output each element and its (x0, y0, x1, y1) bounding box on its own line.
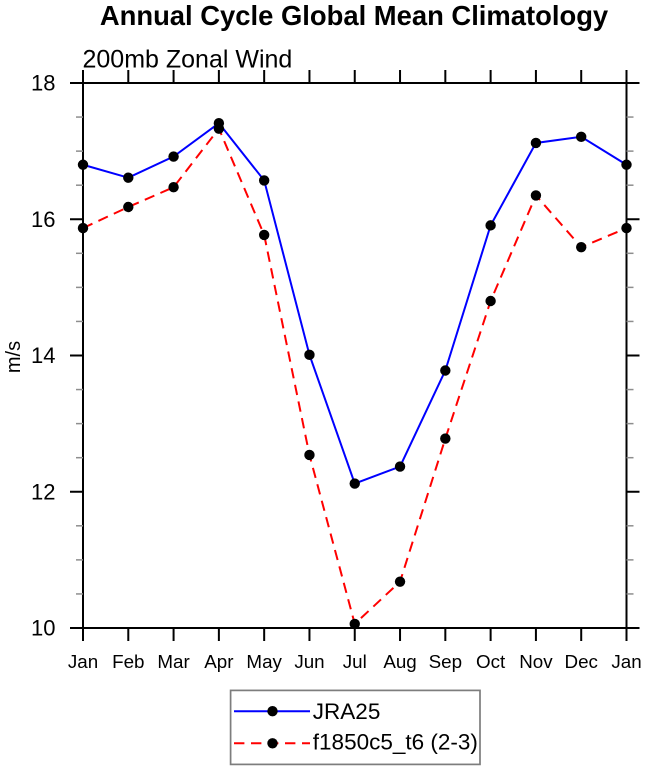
svg-text:Dec: Dec (565, 651, 598, 672)
svg-text:14: 14 (31, 343, 55, 368)
svg-text:10: 10 (31, 616, 55, 641)
svg-text:18: 18 (31, 71, 55, 96)
svg-text:Jan: Jan (611, 651, 641, 672)
svg-text:f1850c5_t6 (2-3): f1850c5_t6 (2-3) (313, 730, 478, 755)
svg-text:May: May (246, 651, 282, 672)
svg-text:Oct: Oct (476, 651, 506, 672)
svg-text:Jul: Jul (343, 651, 367, 672)
svg-text:Aug: Aug (383, 651, 416, 672)
svg-text:Apr: Apr (204, 651, 233, 672)
svg-text:Sep: Sep (429, 651, 462, 672)
svg-text:JRA25: JRA25 (313, 699, 381, 724)
svg-text:Jun: Jun (294, 651, 324, 672)
svg-text:Nov: Nov (519, 651, 553, 672)
svg-text:Mar: Mar (157, 651, 189, 672)
svg-text:Jan: Jan (68, 651, 98, 672)
svg-text:Feb: Feb (112, 651, 144, 672)
svg-text:12: 12 (31, 479, 55, 504)
svg-text:16: 16 (31, 207, 55, 232)
svg-text:200mb Zonal Wind: 200mb Zonal Wind (83, 45, 293, 73)
svg-text:Annual Cycle Global Mean Clima: Annual Cycle Global Mean Climatology (100, 0, 609, 31)
svg-text:m/s: m/s (3, 341, 25, 373)
